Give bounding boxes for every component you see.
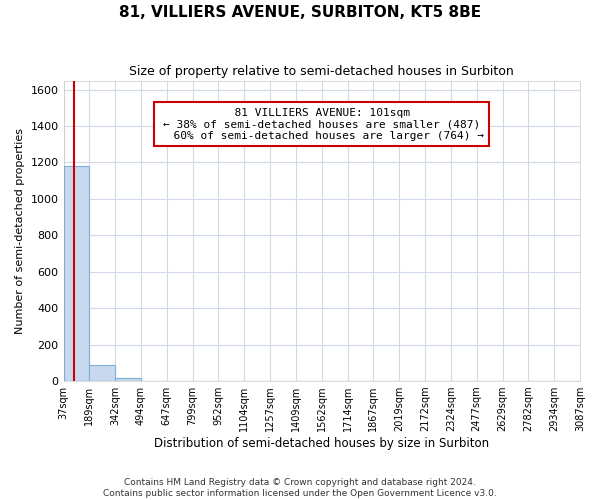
Bar xyxy=(89,364,115,381)
Y-axis label: Number of semi-detached properties: Number of semi-detached properties xyxy=(15,128,25,334)
Title: Size of property relative to semi-detached houses in Surbiton: Size of property relative to semi-detach… xyxy=(130,65,514,78)
Text: Contains HM Land Registry data © Crown copyright and database right 2024.
Contai: Contains HM Land Registry data © Crown c… xyxy=(103,478,497,498)
Bar xyxy=(115,378,141,381)
X-axis label: Distribution of semi-detached houses by size in Surbiton: Distribution of semi-detached houses by … xyxy=(154,437,490,450)
Bar xyxy=(64,166,89,381)
Text: 81 VILLIERS AVENUE: 101sqm  
← 38% of semi-detached houses are smaller (487)
  6: 81 VILLIERS AVENUE: 101sqm ← 38% of semi… xyxy=(160,108,484,141)
Text: 81, VILLIERS AVENUE, SURBITON, KT5 8BE: 81, VILLIERS AVENUE, SURBITON, KT5 8BE xyxy=(119,5,481,20)
